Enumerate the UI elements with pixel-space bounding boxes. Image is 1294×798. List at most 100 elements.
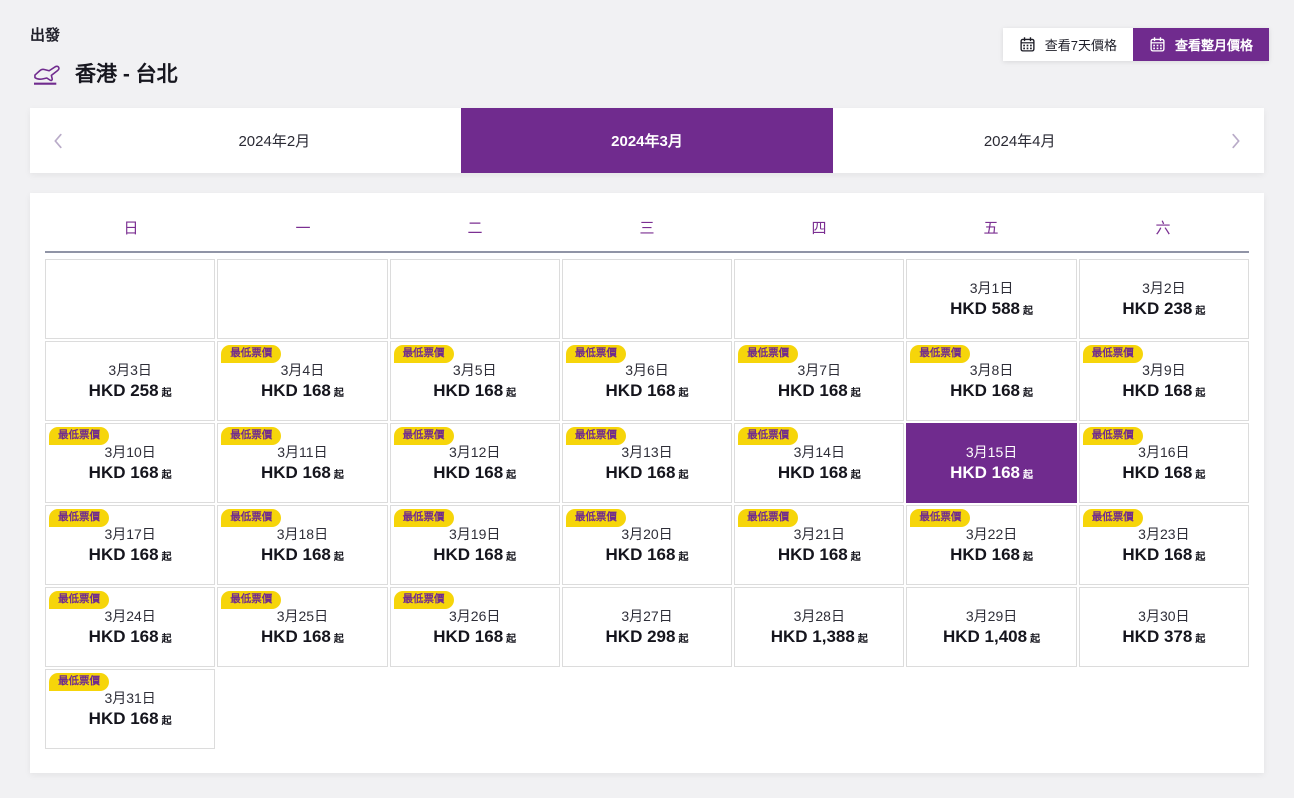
next-month-chevron-icon[interactable] xyxy=(1206,108,1264,173)
price-suffix: 起 xyxy=(506,634,517,645)
lowest-fare-badge: 最低票價 xyxy=(221,591,282,609)
day-header-sun: 日 xyxy=(123,220,139,237)
month-tab-feb[interactable]: 2024年2月 xyxy=(238,133,311,150)
cell-date: 3月31日 xyxy=(104,690,156,706)
lowest-fare-badge: 最低票價 xyxy=(49,673,109,691)
day-cell-mar-27[interactable]: 3月27日 HKD 298 起 xyxy=(561,587,733,667)
day-cell-mar-24[interactable]: 最低票價 3月24日 HKD 168 起 xyxy=(45,587,216,667)
cell-price: HKD 168 起 xyxy=(433,545,517,564)
price-suffix: 起 xyxy=(1030,634,1041,645)
price-suffix: 起 xyxy=(506,470,517,481)
price-suffix: 起 xyxy=(1195,388,1206,399)
view-7day-label: 查看7天價格 xyxy=(1044,38,1117,53)
month-selector-bar: 2024年2月 2024年3月 2024年4月 xyxy=(30,108,1264,173)
cell-price: HKD 168 起 xyxy=(950,545,1034,564)
lowest-fare-badge: 最低票價 xyxy=(221,345,282,363)
day-cell-mar-17[interactable]: 最低票價 3月17日 HKD 168 起 xyxy=(45,505,216,585)
day-cell-mar-31[interactable]: 最低票價 3月31日 HKD 168 起 xyxy=(45,669,216,749)
day-cell-mar-7[interactable]: 最低票價 3月7日 HKD 168 起 xyxy=(734,341,905,421)
view-7day-button[interactable]: 查看7天價格 xyxy=(1002,28,1133,61)
cell-price: HKD 168 起 xyxy=(777,463,861,482)
day-cell-mar-20[interactable]: 最低票價 3月20日 HKD 168 起 xyxy=(561,505,733,585)
day-cell-mar-3[interactable]: 3月3日 HKD 258 起 xyxy=(45,341,216,421)
prev-month-chevron-icon[interactable] xyxy=(30,108,88,173)
day-cell-mar-30[interactable]: 3月30日 HKD 378 起 xyxy=(1078,587,1249,667)
day-cell-mar-13[interactable]: 最低票價 3月13日 HKD 168 起 xyxy=(561,423,733,503)
cell-date: 3月3日 xyxy=(108,362,152,378)
cell-price: HKD 298 起 xyxy=(605,627,689,646)
lowest-fare-badge: 最低票價 xyxy=(221,509,282,527)
lowest-fare-badge: 最低票價 xyxy=(49,591,109,609)
day-cell-mar-9[interactable]: 最低票價 3月9日 HKD 168 起 xyxy=(1078,341,1249,421)
day-cell-mar-4[interactable]: 最低票價 3月4日 HKD 168 起 xyxy=(217,341,388,421)
price-suffix: 起 xyxy=(1023,306,1034,317)
day-cell-mar-8[interactable]: 最低票價 3月8日 HKD 168 起 xyxy=(906,341,1077,421)
lowest-fare-badge: 最低票價 xyxy=(393,345,454,363)
cell-price: HKD 168 起 xyxy=(433,463,517,482)
calendar-icon xyxy=(1149,36,1166,53)
day-cell-mar-16[interactable]: 最低票價 3月16日 HKD 168 起 xyxy=(1078,423,1249,503)
day-cell-mar-5[interactable]: 最低票價 3月5日 HKD 168 起 xyxy=(389,341,560,421)
cell-price: HKD 168 起 xyxy=(605,463,689,482)
price-suffix: 起 xyxy=(850,470,861,481)
cell-price: HKD 168 起 xyxy=(777,381,861,400)
view-toggle-group: 查看7天價格 查看整月價格 xyxy=(1002,28,1269,61)
day-cell-mar-23[interactable]: 最低票價 3月23日 HKD 168 起 xyxy=(1078,505,1249,585)
price-suffix: 起 xyxy=(678,470,689,481)
day-cell-mar-29[interactable]: 3月29日 HKD 1,408 起 xyxy=(906,587,1077,667)
void-cell xyxy=(734,669,904,749)
day-cell-mar-14[interactable]: 最低票價 3月14日 HKD 168 起 xyxy=(734,423,905,503)
day-cell-mar-22[interactable]: 最低票價 3月22日 HKD 168 起 xyxy=(906,505,1077,585)
cell-price: HKD 168 起 xyxy=(88,545,172,564)
cell-date: 3月19日 xyxy=(449,526,501,542)
day-cell-mar-11[interactable]: 最低票價 3月11日 HKD 168 起 xyxy=(217,423,388,503)
day-cell-mar-28[interactable]: 3月28日 HKD 1,388 起 xyxy=(734,587,905,667)
lowest-fare-badge: 最低票價 xyxy=(49,509,109,527)
cell-date: 3月15日 xyxy=(965,444,1018,460)
price-suffix: 起 xyxy=(850,388,861,399)
price-suffix: 起 xyxy=(678,388,689,399)
cell-price: HKD 238 起 xyxy=(1122,299,1206,318)
day-header-mon: 一 xyxy=(295,220,311,237)
void-cell xyxy=(562,669,732,749)
month-tab-mar[interactable]: 2024年3月 xyxy=(460,108,834,173)
cell-price: HKD 168 起 xyxy=(950,463,1034,482)
lowest-fare-badge: 最低票價 xyxy=(1082,345,1143,363)
cell-price: HKD 168 起 xyxy=(260,381,344,400)
view-month-button[interactable]: 查看整月價格 xyxy=(1132,28,1269,61)
cell-price: HKD 168 起 xyxy=(1122,381,1206,400)
price-suffix: 起 xyxy=(333,634,344,645)
day-cell-mar-15-selected[interactable]: 3月15日 HKD 168 起 xyxy=(906,423,1077,503)
lowest-fare-badge: 最低票價 xyxy=(565,427,626,445)
void-cell xyxy=(1079,669,1249,749)
day-cell-mar-10[interactable]: 最低票價 3月10日 HKD 168 起 xyxy=(45,423,216,503)
day-header-fri: 五 xyxy=(983,220,999,237)
day-cell-mar-18[interactable]: 最低票價 3月18日 HKD 168 起 xyxy=(217,505,388,585)
price-suffix: 起 xyxy=(678,552,689,563)
cell-date: 3月21日 xyxy=(793,526,845,542)
day-cell-mar-6[interactable]: 最低票價 3月6日 HKD 168 起 xyxy=(561,341,733,421)
route-title: 香港 - 台北 xyxy=(75,63,178,86)
day-cell-mar-21[interactable]: 最低票價 3月21日 HKD 168 起 xyxy=(734,505,905,585)
lowest-fare-badge: 最低票價 xyxy=(910,509,971,527)
day-cell-mar-2[interactable]: 3月2日 HKD 238 起 xyxy=(1078,259,1249,339)
day-cell-mar-12[interactable]: 最低票價 3月12日 HKD 168 起 xyxy=(389,423,560,503)
void-cell xyxy=(906,669,1076,749)
day-cell-mar-26[interactable]: 最低票價 3月26日 HKD 168 起 xyxy=(389,587,560,667)
day-cell-mar-25[interactable]: 最低票價 3月25日 HKD 168 起 xyxy=(217,587,388,667)
cell-date: 3月2日 xyxy=(1142,280,1186,296)
view-month-label: 查看整月價格 xyxy=(1174,38,1253,53)
cell-date: 3月26日 xyxy=(449,608,501,624)
price-suffix: 起 xyxy=(506,552,517,563)
day-cell-mar-19[interactable]: 最低票價 3月19日 HKD 168 起 xyxy=(389,505,560,585)
month-tab-apr[interactable]: 2024年4月 xyxy=(983,133,1056,150)
cell-date: 3月5日 xyxy=(452,362,497,378)
cell-date: 3月28日 xyxy=(793,608,845,624)
day-header-row: 日 一 二 三 四 五 六 xyxy=(45,217,1249,251)
day-cell-mar-1[interactable]: 3月1日 HKD 588 起 xyxy=(906,259,1077,339)
price-suffix: 起 xyxy=(333,552,344,563)
cell-price: HKD 378 起 xyxy=(1122,627,1206,646)
price-suffix: 起 xyxy=(1195,552,1206,563)
cell-date: 3月10日 xyxy=(104,444,156,460)
price-suffix: 起 xyxy=(506,388,517,399)
